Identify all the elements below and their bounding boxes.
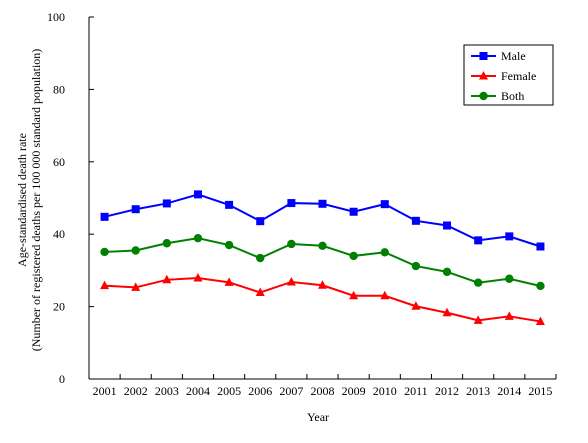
- x-tick-label: 2004: [186, 384, 210, 398]
- data-point-female: [535, 316, 545, 325]
- series-layer: [100, 190, 545, 325]
- legend: Male Female Both: [463, 44, 554, 106]
- data-point-female: [473, 315, 483, 324]
- data-point-both: [536, 281, 545, 291]
- legend-item-female: Female: [471, 69, 536, 83]
- legend-item-both: Both: [471, 89, 524, 103]
- data-point-male: [349, 207, 358, 216]
- data-point-female: [442, 307, 452, 317]
- data-point-female: [504, 311, 514, 320]
- data-point-male: [100, 212, 109, 221]
- x-tick-label: 2014: [497, 384, 521, 398]
- y-tick-label: 80: [53, 82, 65, 96]
- y-tick-label: 0: [59, 372, 65, 386]
- legend-marker-male: [479, 52, 488, 60]
- data-point-both: [349, 251, 358, 261]
- y-tick-label: 40: [53, 227, 65, 241]
- data-point-male: [380, 200, 389, 209]
- data-point-both: [380, 248, 389, 257]
- y-tick-label: 100: [47, 10, 65, 24]
- data-point-both: [224, 240, 234, 250]
- data-point-male: [536, 242, 545, 251]
- legend-item-male: Male: [471, 49, 526, 63]
- x-axis-title: Year: [307, 410, 329, 424]
- legend-label-male: Male: [501, 49, 526, 63]
- legend-marker-both: [479, 91, 488, 101]
- data-point-both: [505, 274, 514, 283]
- legend-marker-female: [479, 71, 488, 80]
- x-tick-label: 2002: [124, 384, 148, 398]
- series-female: [100, 273, 545, 325]
- data-point-male: [318, 199, 327, 208]
- series-male: [100, 190, 545, 251]
- x-tick-label: 2005: [217, 384, 241, 398]
- y-axis-title-line1: Age-standardised death rate: [15, 133, 29, 267]
- data-point-both: [162, 239, 172, 248]
- data-point-female: [349, 290, 359, 300]
- data-point-male: [443, 221, 452, 230]
- x-tick-label: 2010: [373, 384, 397, 398]
- x-tick-label: 2015: [528, 384, 552, 398]
- data-point-both: [100, 247, 109, 257]
- data-point-female: [411, 301, 421, 310]
- data-point-both: [318, 241, 327, 250]
- data-point-female: [162, 274, 172, 284]
- y-axis-title-line2: (Number of registered deaths per 100 000…: [29, 49, 43, 352]
- data-point-female: [286, 276, 296, 286]
- data-point-female: [224, 277, 234, 286]
- data-point-female: [255, 287, 265, 296]
- data-point-both: [411, 261, 421, 271]
- y-ticks: 0 20 40 60 80 100: [47, 10, 94, 386]
- data-point-both: [256, 253, 265, 263]
- data-point-male: [505, 232, 514, 241]
- legend-label-female: Female: [501, 69, 536, 83]
- data-point-female: [380, 290, 390, 300]
- data-point-both: [442, 267, 452, 277]
- x-tick-label: 2013: [466, 384, 490, 398]
- x-ticks: 2001 2002 2003 2004 2005 2006 2007 2008 2009 2010…: [88, 374, 557, 398]
- x-tick-label: 2001: [93, 384, 117, 398]
- legend-items: Male Female Both: [471, 49, 536, 103]
- data-point-both: [287, 239, 296, 249]
- x-tick-label: 2012: [435, 384, 459, 398]
- x-tick-label: 2007: [279, 384, 303, 398]
- data-point-female: [100, 280, 110, 290]
- x-tick-label: 2008: [311, 384, 335, 398]
- data-point-male: [193, 190, 202, 199]
- x-tick-label: 2006: [248, 384, 272, 398]
- data-point-male: [162, 199, 171, 208]
- data-point-both: [193, 233, 203, 243]
- data-point-male: [411, 216, 420, 225]
- y-tick-label: 20: [53, 300, 65, 314]
- data-point-both: [131, 246, 140, 255]
- data-point-female: [318, 280, 327, 289]
- data-point-male: [131, 205, 140, 214]
- data-point-male: [256, 217, 265, 226]
- x-tick-label: 2011: [404, 384, 428, 398]
- x-tick-label: 2003: [155, 384, 179, 398]
- legend-label-both: Both: [501, 89, 524, 103]
- data-point-male: [474, 236, 483, 245]
- x-tick-label: 2009: [342, 384, 366, 398]
- data-point-male: [225, 200, 234, 209]
- data-point-female: [193, 273, 203, 282]
- data-point-both: [473, 278, 483, 287]
- y-tick-label: 60: [53, 155, 65, 169]
- data-point-female: [131, 282, 141, 291]
- series-both: [100, 233, 545, 291]
- data-point-male: [287, 199, 296, 208]
